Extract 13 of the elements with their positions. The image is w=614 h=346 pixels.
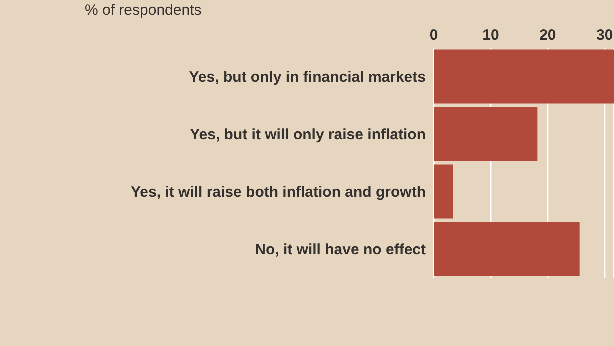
bar [434,50,614,104]
bar [434,222,580,276]
bar [434,107,538,162]
y-tick-label: No, it will have no effect [255,242,426,259]
x-tick-label: 10 [482,27,500,44]
bar [434,164,454,219]
x-tick-label: 0 [430,27,438,44]
x-tick-label: 30 [596,27,614,44]
y-tick-label: Yes, but it will only raise inflation [190,126,426,144]
x-tick-label: 20 [540,27,556,44]
y-tick-label: Yes, it will raise both inflation and growth [130,184,426,202]
text: % of respondents [85,2,202,19]
y-tick-label: Yes, but only in financial markets [189,69,426,86]
